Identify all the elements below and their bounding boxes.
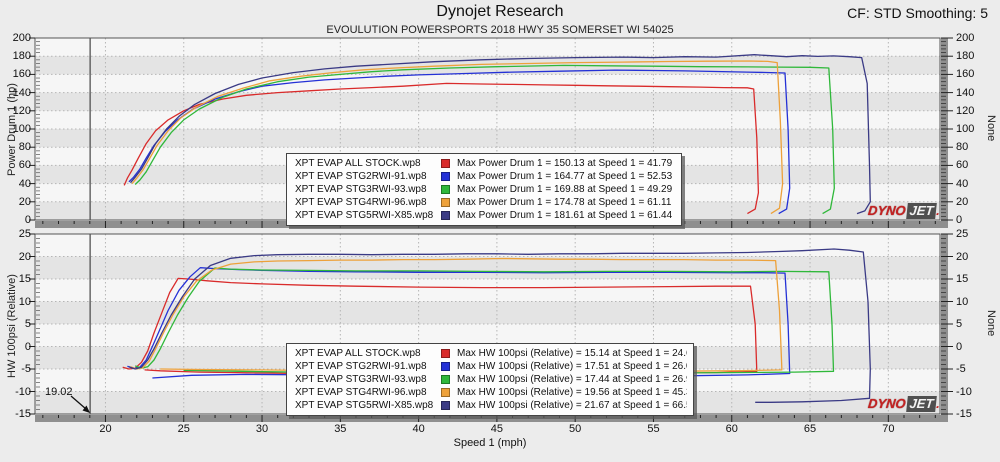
legend-swatch <box>441 172 450 181</box>
legend-stat: Max Power Drum 1 = 169.88 at Speed 1 = 4… <box>457 184 673 195</box>
legend-swatch <box>441 185 450 194</box>
legend-swatch <box>441 159 450 168</box>
legend-stat: Max HW 100psi (Relative) = 19.56 at Spee… <box>457 387 687 398</box>
legend-row: XPT EVAP STG2RWI-91.wp8 Max HW 100psi (Re… <box>295 360 687 373</box>
legend-file: XPT EVAP STG2RWI-91.wp8 <box>295 171 427 182</box>
plot-band <box>35 301 940 324</box>
legend-file: XPT EVAP STG4RWI-96.wp8 <box>295 197 427 208</box>
curve-power-3 <box>131 60 784 215</box>
legend-file: XPT EVAP STG4RWI-96.wp8 <box>295 387 427 398</box>
curve-power-4 <box>130 54 871 215</box>
legend-row: XPT EVAP STG3RWI-93.wp8 Max Power Drum 1 … <box>295 183 675 196</box>
axis-shadow-right <box>941 234 948 422</box>
legend-swatch <box>441 401 450 410</box>
annotation-arrow-line <box>70 395 87 410</box>
legend-file: XPT EVAP ALL STOCK.wp8 <box>295 348 421 359</box>
legend-stat: Max HW 100psi (Relative) = 17.44 at Spee… <box>457 374 687 385</box>
legend-swatch <box>441 349 450 358</box>
legend-stat: Max Power Drum 1 = 181.61 at Speed 1 = 6… <box>457 210 673 221</box>
plot-band <box>35 256 940 279</box>
legend-power[interactable]: XPT EVAP ALL STOCK.wp8 Max Power Drum 1 =… <box>286 153 682 226</box>
legend-swatch <box>441 211 450 220</box>
legend-stat: Max Power Drum 1 = 150.13 at Speed 1 = 4… <box>457 158 673 169</box>
legend-swatch <box>441 375 450 384</box>
plot-band <box>35 129 940 148</box>
plot-band <box>35 92 940 111</box>
legend-row: XPT EVAP STG4RWI-96.wp8 Max HW 100psi (Re… <box>295 386 687 399</box>
legend-row: XPT EVAP STG2RWI-91.wp8 Max Power Drum 1 … <box>295 170 675 183</box>
legend-file: XPT EVAP STG3RWI-93.wp8 <box>295 184 427 195</box>
legend-row: XPT EVAP ALL STOCK.wp8 Max Power Drum 1 =… <box>295 157 675 170</box>
legend-file: XPT EVAP STG5RWI-X85.wp8 <box>295 400 434 411</box>
axis-shadow-bottom <box>35 415 948 422</box>
legend-swatch <box>441 362 450 371</box>
legend-stat: Max Power Drum 1 = 174.78 at Speed 1 = 6… <box>457 197 672 208</box>
legend-row: XPT EVAP STG5RWI-X85.wp8 Max HW 100psi (R… <box>295 399 687 412</box>
legend-stat: Max HW 100psi (Relative) = 21.67 at Spee… <box>457 400 687 411</box>
plot-band <box>35 279 940 302</box>
curve-power-0 <box>123 82 760 215</box>
legend-row: XPT EVAP ALL STOCK.wp8 Max HW 100psi (Rel… <box>295 347 687 360</box>
plot-band <box>35 110 940 129</box>
plot-band <box>35 38 940 57</box>
legend-file: XPT EVAP ALL STOCK.wp8 <box>295 158 421 169</box>
curve-hw-4 <box>128 248 871 403</box>
legend-stat: Max Power Drum 1 = 164.77 at Speed 1 = 5… <box>457 171 673 182</box>
annotation-arrow-head <box>82 405 90 413</box>
legend-file: XPT EVAP STG3RWI-93.wp8 <box>295 374 427 385</box>
legend-file: XPT EVAP STG5RWI-X85.wp8 <box>295 210 434 221</box>
plot-band <box>35 234 940 257</box>
legend-file: XPT EVAP STG2RWI-91.wp8 <box>295 361 427 372</box>
legend-hw[interactable]: XPT EVAP ALL STOCK.wp8 Max HW 100psi (Rel… <box>286 343 694 416</box>
curve-power-2 <box>134 64 835 215</box>
legend-swatch <box>441 388 450 397</box>
legend-row: XPT EVAP STG3RWI-93.wp8 Max HW 100psi (Re… <box>295 373 687 386</box>
legend-stat: Max HW 100psi (Relative) = 17.51 at Spee… <box>457 361 687 372</box>
legend-row: XPT EVAP STG4RWI-96.wp8 Max Power Drum 1 … <box>295 196 675 209</box>
plot-band <box>35 324 940 347</box>
legend-stat: Max HW 100psi (Relative) = 15.14 at Spee… <box>457 348 687 359</box>
legend-swatch <box>441 198 450 207</box>
plot-band <box>35 56 940 75</box>
legend-row: XPT EVAP STG5RWI-X85.wp8 Max Power Drum 1… <box>295 209 675 222</box>
